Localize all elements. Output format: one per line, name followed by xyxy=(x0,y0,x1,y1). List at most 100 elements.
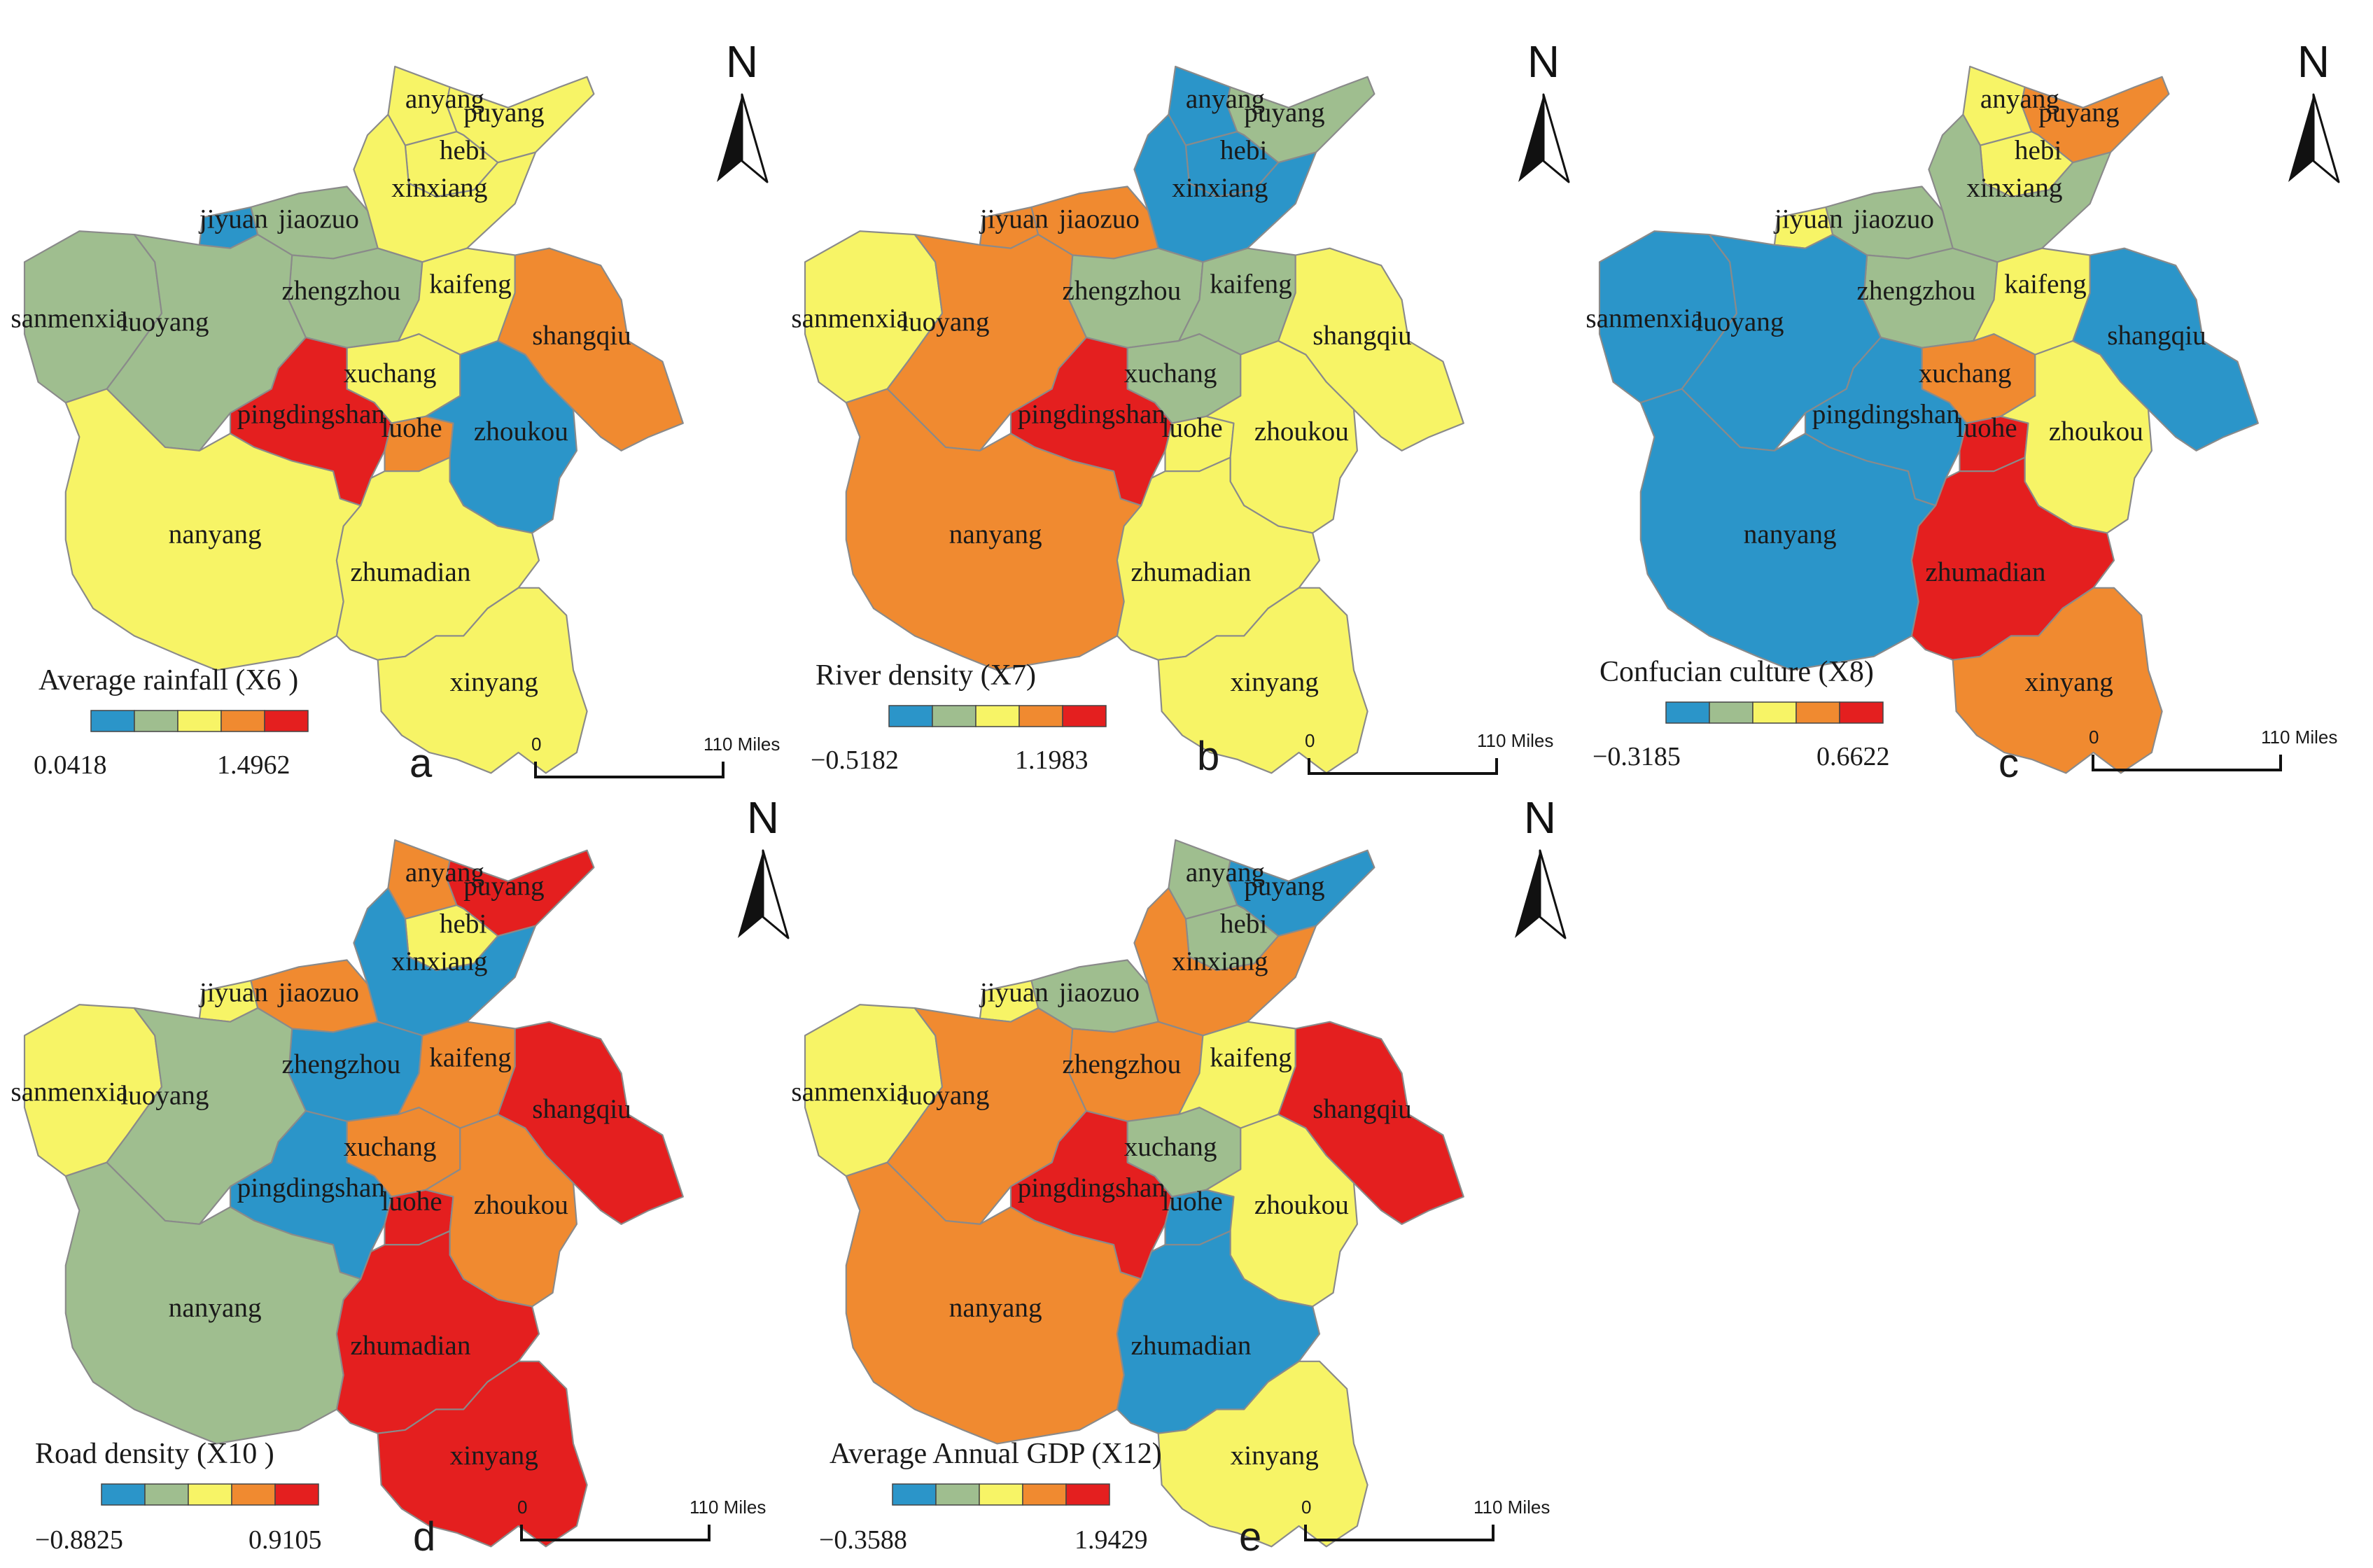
region-label-luoyang: luoyang xyxy=(901,1080,989,1110)
region-label-sanmenxia: sanmenxia xyxy=(10,1077,128,1107)
region-label-xinyang: xinyang xyxy=(1231,667,1319,697)
region-label-zhoukou: zhoukou xyxy=(474,416,568,447)
scale-zero-label: 0 xyxy=(531,734,541,755)
region-label-pingdingshan: pingdingshan xyxy=(1018,1173,1166,1203)
legend-min-value: −0.3588 xyxy=(819,1525,907,1555)
region-label-kaifeng: kaifeng xyxy=(1210,269,1292,299)
region-label-jiaozuo: jiaozuo xyxy=(1058,977,1140,1007)
region-label-xinxiang: xinxiang xyxy=(1966,173,2062,203)
region-xinxiang xyxy=(1928,113,2112,263)
legend-title: Confucian culture (X8) xyxy=(1600,656,1874,688)
legend-min-value: 0.0418 xyxy=(34,750,107,780)
legend-swatch-3 xyxy=(188,1483,232,1506)
scale-zero-label: 0 xyxy=(1305,730,1315,751)
region-label-jiyuan: jiyuan xyxy=(1773,204,1843,234)
legend-swatch-5 xyxy=(274,1483,319,1506)
region-label-nanyang: nanyang xyxy=(1744,519,1837,550)
region-label-shangqiu: shangqiu xyxy=(532,1094,631,1124)
region-label-shangqiu: shangqiu xyxy=(1312,1094,1412,1124)
legend-min-value: −0.5182 xyxy=(811,746,899,775)
region-label-xuchang: xuchang xyxy=(1124,358,1217,388)
region-label-zhumadian: zhumadian xyxy=(351,557,471,587)
legend-swatch-4 xyxy=(1795,701,1840,724)
scale-bar-line xyxy=(534,762,724,778)
region-label-xuchang: xuchang xyxy=(1919,358,2012,388)
region-label-xinyang: xinyang xyxy=(450,667,538,697)
legend-max-value: 0.6622 xyxy=(1816,742,1890,771)
region-label-xinxiang: xinxiang xyxy=(1172,173,1268,203)
scale-bar: 0 110 Miles xyxy=(2089,727,2337,771)
legend-min-value: −0.3185 xyxy=(1592,742,1681,771)
legend-max-value: 1.9429 xyxy=(1074,1525,1148,1555)
region-label-zhoukou: zhoukou xyxy=(1254,1190,1349,1220)
region-label-nanyang: nanyang xyxy=(949,519,1042,550)
region-label-jiaozuo: jiaozuo xyxy=(1058,204,1140,234)
scale-bar: 0 110 Miles xyxy=(1305,730,1553,775)
region-label-xinxiang: xinxiang xyxy=(1172,946,1268,976)
region-label-luohe: luohe xyxy=(1956,413,2017,443)
region-label-luoyang: luoyang xyxy=(901,307,989,337)
region-label-hebi: hebi xyxy=(440,909,487,939)
legend-swatch-1 xyxy=(101,1483,146,1506)
region-label-luohe: luohe xyxy=(382,1186,442,1217)
legend-swatch-2 xyxy=(1709,701,1754,724)
region-label-zhengzhou: zhengzhou xyxy=(282,276,401,306)
legend-swatch-4 xyxy=(231,1483,276,1506)
north-arrow-icon xyxy=(1513,791,1567,939)
region-label-sanmenxia: sanmenxia xyxy=(1586,303,1703,333)
region-label-zhengzhou: zhengzhou xyxy=(1063,1049,1182,1079)
north-arrow-icon xyxy=(2287,35,2340,183)
legend-swatch-2 xyxy=(134,710,178,732)
region-label-xinyang: xinyang xyxy=(2025,667,2113,697)
region-label-zhumadian: zhumadian xyxy=(1131,1331,1252,1361)
region-label-luohe: luohe xyxy=(1162,413,1223,443)
region-xinxiang xyxy=(353,887,537,1037)
legend-swatch-1 xyxy=(888,705,933,727)
region-label-jiyuan: jiyuan xyxy=(198,204,268,234)
region-label-sanmenxia: sanmenxia xyxy=(791,1077,909,1107)
region-label-puyang: puyang xyxy=(1244,97,1324,127)
region-label-jiaozuo: jiaozuo xyxy=(1852,204,1934,234)
scale-end-label: 110 Miles xyxy=(2261,727,2337,748)
region-xinxiang xyxy=(353,113,537,263)
legend-swatch-4 xyxy=(1018,705,1063,727)
region-label-xinyang: xinyang xyxy=(1231,1441,1319,1471)
region-label-zhoukou: zhoukou xyxy=(1254,416,1349,447)
region-label-xinxiang: xinxiang xyxy=(391,173,487,203)
scale-bar: 0 110 Miles xyxy=(517,1497,766,1541)
scale-bar-line xyxy=(1304,1525,1494,1541)
region-label-shangqiu: shangqiu xyxy=(1312,321,1412,351)
legend-swatch-2 xyxy=(932,705,976,727)
region-label-luoyang: luoyang xyxy=(120,307,209,337)
region-label-sanmenxia: sanmenxia xyxy=(791,303,909,333)
region-label-jiaozuo: jiaozuo xyxy=(277,204,359,234)
region-xinyang xyxy=(1157,1360,1368,1548)
region-xinyang xyxy=(1157,587,1368,774)
legend-title: River density (X7) xyxy=(816,659,1036,692)
region-puyang xyxy=(445,849,595,937)
legend-max-value: 1.4962 xyxy=(217,750,290,780)
legend-swatch-1 xyxy=(892,1483,937,1506)
scale-zero-label: 0 xyxy=(2089,727,2099,748)
region-label-jiyuan: jiyuan xyxy=(198,977,268,1007)
region-label-luohe: luohe xyxy=(1162,1186,1223,1217)
scale-end-label: 110 Miles xyxy=(704,734,780,755)
region-label-luohe: luohe xyxy=(382,413,442,443)
region-label-anyang: anyang xyxy=(1980,84,2059,114)
region-label-puyang: puyang xyxy=(463,871,544,901)
region-label-hebi: hebi xyxy=(1220,909,1268,939)
legend-swatch-3 xyxy=(177,710,222,732)
scale-zero-label: 0 xyxy=(517,1497,527,1518)
legend-title: Road density (X10 ) xyxy=(35,1438,274,1470)
region-label-xuchang: xuchang xyxy=(1124,1132,1217,1162)
region-label-puyang: puyang xyxy=(1244,871,1324,901)
region-label-hebi: hebi xyxy=(1220,135,1268,165)
region-label-pingdingshan: pingdingshan xyxy=(237,1173,385,1203)
panel-letter: c xyxy=(1998,741,2019,786)
region-puyang xyxy=(2020,76,2170,164)
region-puyang xyxy=(1226,849,1376,937)
